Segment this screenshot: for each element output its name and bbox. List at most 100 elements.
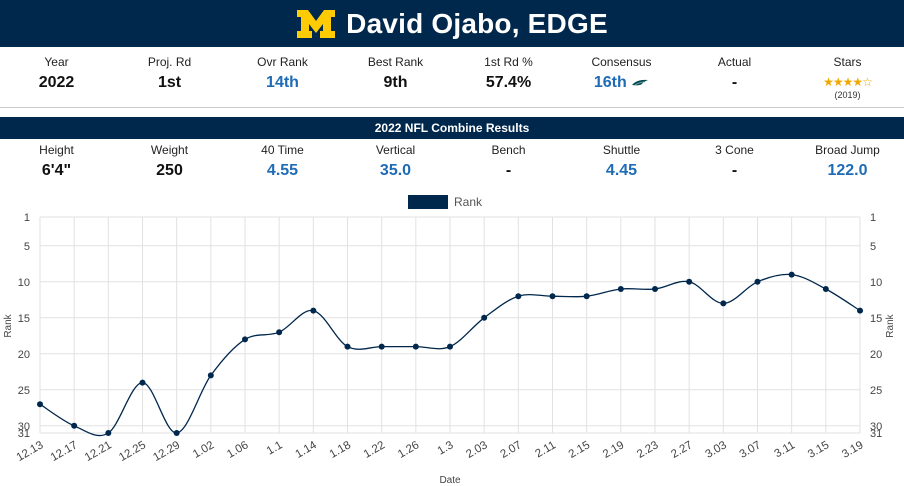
title-bar: David Ojabo, EDGE [0, 0, 904, 47]
data-point [754, 278, 761, 285]
y-tick-label-right: 5 [870, 241, 876, 253]
stat-value: 57.4% [485, 74, 532, 91]
data-point [652, 286, 658, 292]
stat-label: 1st Rd % [484, 55, 533, 69]
x-tick-label: 3.03 [703, 439, 728, 461]
x-tick-label: 12.25 [117, 439, 148, 464]
data-point [37, 401, 43, 408]
data-point [276, 329, 283, 336]
x-tick-label: 2.23 [635, 439, 660, 461]
x-tick-label: 1.06 [225, 439, 250, 461]
stat-40-time: 40 Time 4.55 [226, 143, 339, 180]
data-point [720, 300, 727, 307]
data-point [617, 286, 624, 292]
page-title: David Ojabo, EDGE [346, 7, 608, 39]
stat-label: Bench [491, 143, 526, 157]
stat-value: 4.55 [266, 162, 299, 179]
y-tick-label-right: 25 [870, 385, 882, 397]
stat-value: - [731, 162, 738, 179]
data-point [344, 343, 351, 350]
x-tick-label: 3.15 [806, 439, 831, 461]
y-tick-label-left: 15 [18, 313, 30, 325]
stat-height: Height 6'4" [0, 143, 113, 180]
stat-value: 35.0 [379, 162, 412, 179]
star-rating: ★★★★☆ [823, 75, 873, 89]
data-point [481, 314, 488, 321]
x-tick-label: 12.13 [15, 439, 46, 464]
star-year: (2019) [834, 90, 861, 100]
stat-label: Proj. Rd [147, 55, 192, 69]
data-point [71, 422, 78, 429]
stat-value: 2022 [38, 74, 75, 91]
y-tick-label-right: 31 [870, 428, 882, 440]
x-tick-label: 1.02 [191, 439, 216, 461]
y-tick-label-left: 5 [24, 241, 30, 253]
stat-label: Best Rank [367, 55, 424, 69]
x-axis-title: Date [439, 475, 461, 486]
y-tick-label-left: 20 [18, 349, 30, 361]
stat-value: 122.0 [827, 162, 868, 179]
profile-stats-row: Year 2022 Proj. Rd 1st Ovr Rank 14th Best Rank… [0, 55, 904, 100]
y-axis-title-right: Rank [885, 313, 896, 337]
x-tick-label: 3.19 [840, 439, 865, 461]
combine-header: 2022 NFL Combine Results [0, 117, 904, 139]
data-point [412, 343, 419, 350]
data-point [173, 430, 180, 436]
data-point [105, 430, 112, 436]
stat-vertical: Vertical 35.0 [339, 143, 452, 180]
y-tick-label-right: 1 [870, 212, 876, 224]
stat-bench: Bench - [452, 143, 565, 180]
data-point [788, 271, 795, 278]
stat-label: Broad Jump [815, 143, 880, 157]
stat-label: Vertical [375, 143, 416, 157]
data-point [822, 286, 829, 292]
y-tick-label-right: 20 [870, 349, 882, 361]
stat-label: 3 Cone [715, 143, 754, 157]
stat-best-rank: Best Rank 9th [339, 55, 452, 100]
y-tick-label-right: 10 [870, 277, 882, 289]
stat-value: 4.45 [605, 162, 638, 179]
x-tick-label: 2.15 [567, 439, 592, 461]
stat-year: Year 2022 [0, 55, 113, 100]
data-point [447, 343, 453, 350]
stat-shuttle: Shuttle 4.45 [565, 143, 678, 180]
data-point [686, 278, 693, 285]
data-point [242, 336, 248, 343]
stat-value: 14th [266, 74, 299, 91]
stat-3-cone: 3 Cone - [678, 143, 791, 180]
x-tick-label: 3.11 [773, 439, 798, 460]
stat-value: 250 [156, 162, 183, 179]
stat-value: - [731, 74, 738, 91]
x-tick-label: 12.17 [49, 439, 80, 464]
data-point [549, 293, 556, 300]
y-tick-label-left: 30 [18, 421, 30, 433]
x-tick-label: 12.21 [83, 439, 114, 464]
x-tick-label: 3.07 [738, 439, 763, 461]
block-m-logo-icon [297, 9, 336, 38]
legend-swatch [408, 195, 448, 209]
stat-1st-rd: 1st Rd % 57.4% [452, 55, 565, 100]
combine-stats-row: Height 6'4" Weight 250 40 Time 4.55 Vertical 35… [0, 143, 904, 180]
x-tick-label: 1.22 [362, 439, 387, 461]
stat-label: Height [39, 143, 74, 157]
y-axis-title-left: Rank [3, 313, 14, 337]
x-tick-label: 1.3 [436, 439, 456, 457]
stat-actual: Actual - [678, 55, 791, 100]
stat-label: Stars [833, 55, 862, 69]
x-tick-label: 2.11 [533, 439, 558, 460]
y-tick-label-left: 10 [18, 277, 30, 289]
stat-label: Shuttle [602, 143, 641, 157]
stat-value: 9th [383, 74, 408, 91]
stat-label: 40 Time [261, 143, 304, 157]
stat-value: 6'4" [41, 162, 72, 179]
stat-value: 16th [565, 74, 678, 92]
y-tick-label-right: 30 [870, 421, 882, 433]
data-point [583, 293, 590, 300]
x-tick-label: 2.27 [669, 439, 694, 461]
divider [0, 107, 904, 108]
x-tick-label: 1.26 [396, 439, 421, 461]
stat-label: Ovr Rank [257, 55, 308, 69]
data-point [857, 307, 863, 314]
x-tick-label: 12.29 [151, 439, 182, 464]
